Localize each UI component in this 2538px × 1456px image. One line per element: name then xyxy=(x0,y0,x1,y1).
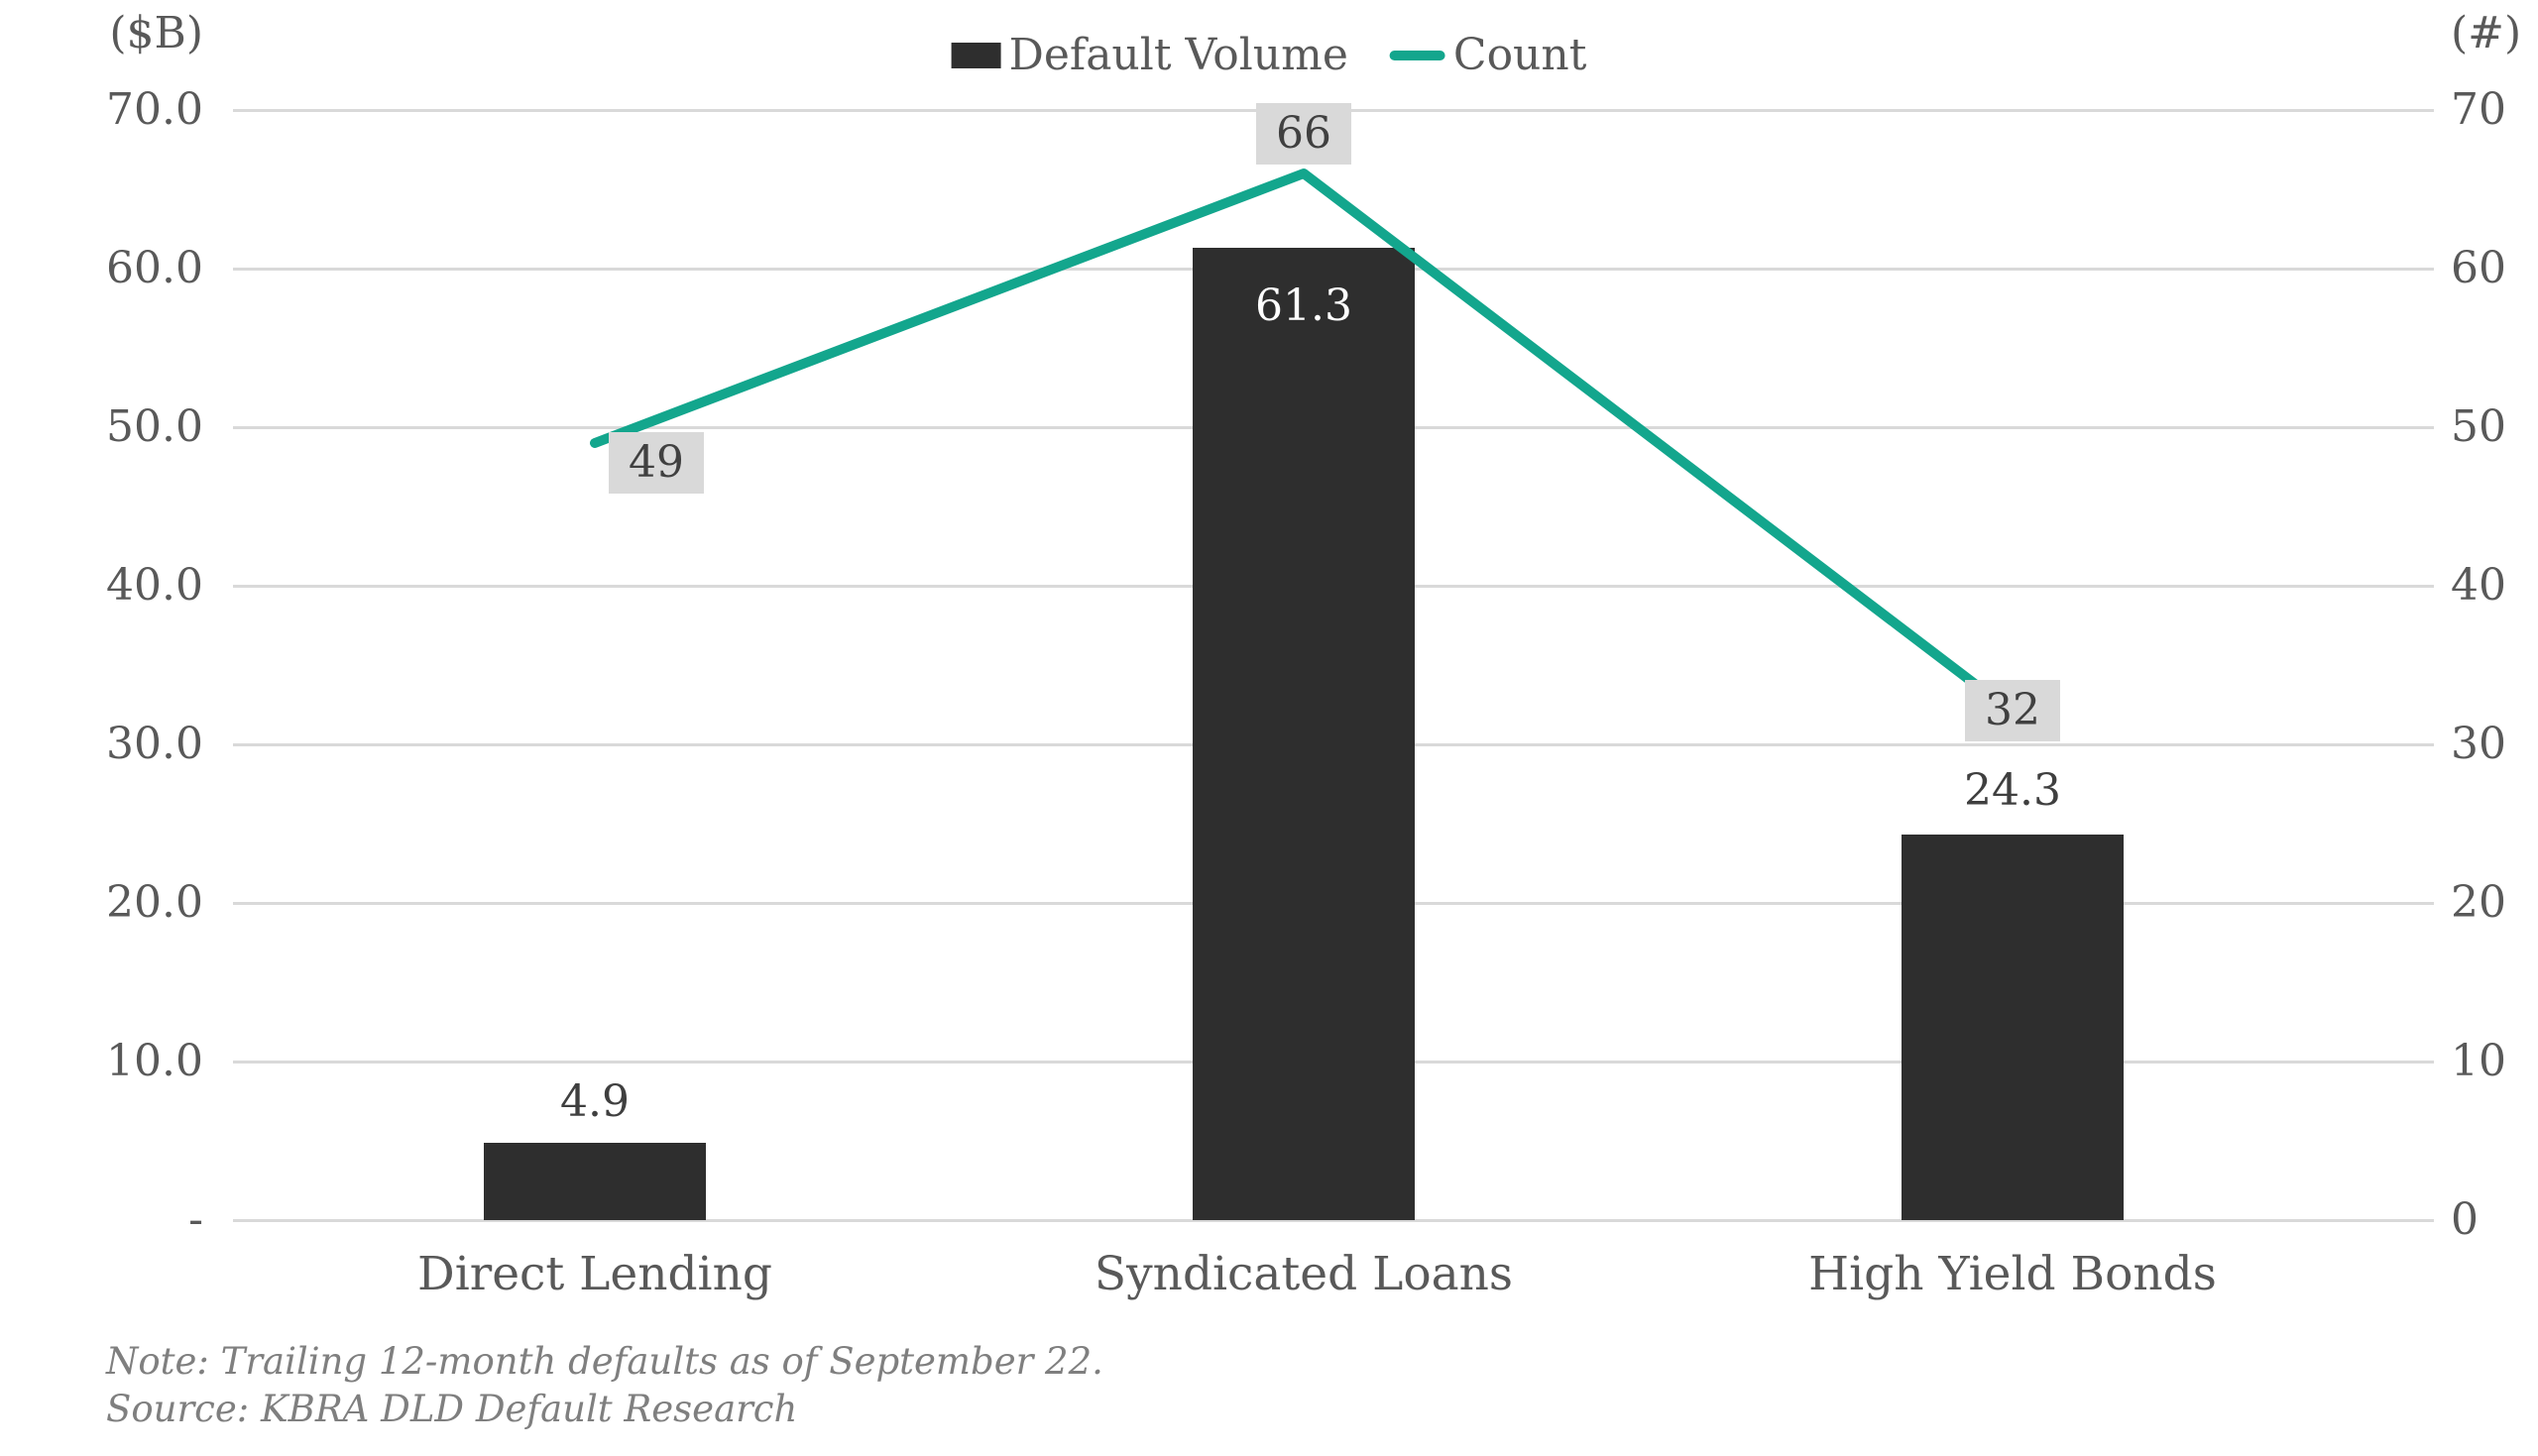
bar-value-direct-lending: 4.9 xyxy=(560,1076,630,1127)
legend-bar-label: Default Volume xyxy=(1008,30,1348,80)
left-tick-40: 40.0 xyxy=(106,560,203,611)
category-syndicated-loans: Syndicated Loans xyxy=(1094,1247,1514,1301)
legend-line-swatch-icon xyxy=(1389,50,1445,60)
bar-value-syndicated-loans: 61.3 xyxy=(1255,280,1352,331)
count-label-syndicated-loans: 66 xyxy=(1256,103,1351,165)
left-axis-title: ($B) xyxy=(109,8,203,58)
right-tick-60: 60 xyxy=(2451,243,2506,293)
bar-value-high-yield-bonds: 24.3 xyxy=(1964,765,2061,816)
gridline-0 xyxy=(233,1219,2434,1222)
bar-high-yield-bonds xyxy=(1902,835,2124,1220)
right-tick-50: 50 xyxy=(2451,401,2506,452)
left-tick-70: 70.0 xyxy=(106,84,203,135)
left-tick-0: - xyxy=(188,1194,203,1245)
right-tick-30: 30 xyxy=(2451,719,2506,769)
left-tick-20: 20.0 xyxy=(106,877,203,928)
left-tick-30: 30.0 xyxy=(106,719,203,769)
count-label-direct-lending: 49 xyxy=(609,432,704,494)
left-tick-50: 50.0 xyxy=(106,401,203,452)
legend-bar-swatch-icon xyxy=(951,42,1001,68)
bar-direct-lending xyxy=(484,1143,706,1220)
legend: Default Volume Count xyxy=(951,30,1587,80)
category-high-yield-bonds: High Yield Bonds xyxy=(1808,1247,2217,1301)
right-tick-40: 40 xyxy=(2451,560,2506,611)
right-tick-70: 70 xyxy=(2451,84,2506,135)
right-tick-20: 20 xyxy=(2451,877,2506,928)
count-label-high-yield-bonds: 32 xyxy=(1965,680,2060,741)
note-text: Note: Trailing 12-month defaults as of S… xyxy=(106,1340,1103,1383)
bar-syndicated-loans xyxy=(1193,248,1415,1220)
right-tick-0: 0 xyxy=(2451,1194,2479,1245)
category-direct-lending: Direct Lending xyxy=(417,1247,772,1301)
source-text: Source: KBRA DLD Default Research xyxy=(106,1388,798,1430)
right-tick-10: 10 xyxy=(2451,1036,2506,1086)
legend-line-label: Count xyxy=(1452,30,1587,80)
left-tick-60: 60.0 xyxy=(106,243,203,293)
right-axis-title: (#) xyxy=(2451,8,2522,58)
left-tick-10: 10.0 xyxy=(106,1036,203,1086)
